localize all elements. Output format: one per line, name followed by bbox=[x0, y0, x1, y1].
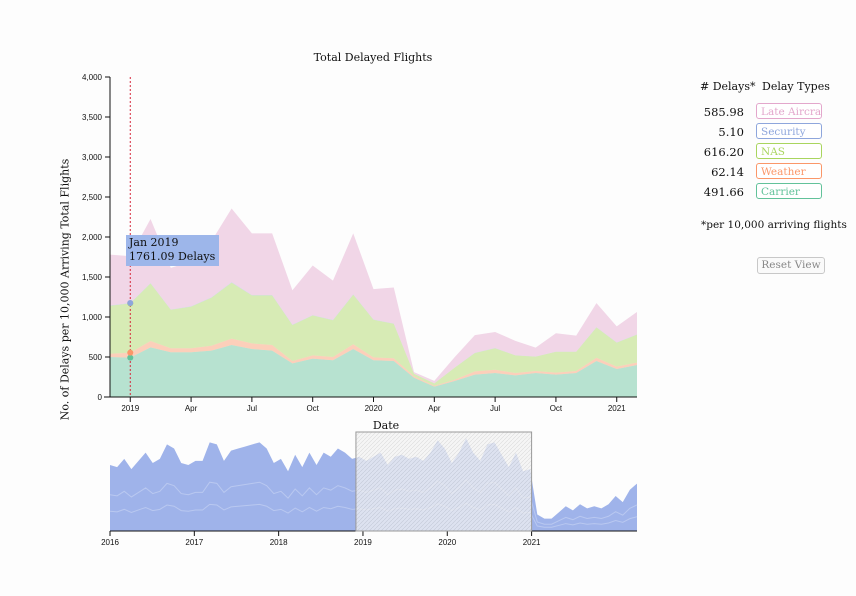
y-tick-label: 4,000 bbox=[82, 73, 103, 82]
x-axis-title: Date bbox=[372, 419, 400, 432]
context-x-tick-label: 2021 bbox=[523, 538, 541, 547]
y-tick-label: 0 bbox=[98, 393, 103, 402]
context-x-tick-label: 2020 bbox=[438, 538, 456, 547]
tooltip-date: Jan 2019 bbox=[129, 236, 179, 249]
hover-tooltip: Jan 2019 1761.09 Delays bbox=[126, 235, 220, 266]
legend-row-late-aircraft: 585.98 Late Aircraft bbox=[696, 103, 836, 121]
x-tick-label: Jul bbox=[490, 404, 500, 413]
x-tick-label: 2019 bbox=[121, 404, 139, 413]
area-late-aircraft bbox=[110, 208, 637, 384]
main-chart-axes: 0 500 1,000 1,500 2,000 2,500 3,000 3,500 4,000 2… bbox=[82, 73, 637, 413]
x-tick-label: 2021 bbox=[608, 404, 626, 413]
toggle-weather-button[interactable]: Weather bbox=[756, 163, 822, 179]
x-tick-label: Apr bbox=[185, 404, 198, 413]
toggle-security-button[interactable]: Security bbox=[756, 123, 822, 139]
legend-row-security: 5.10 Security bbox=[696, 123, 836, 141]
area-carrier bbox=[110, 345, 637, 397]
context-chart-axis: 2016 2017 2018 2019 2020 2021 bbox=[101, 530, 637, 547]
toggle-nas-button[interactable]: NAS bbox=[756, 143, 822, 159]
legend-count: 5.10 bbox=[718, 125, 744, 139]
y-axis-title: No. of Delays per 10,000 Arriving Total … bbox=[58, 158, 72, 421]
legend-footnote: *per 10,000 arriving flights bbox=[701, 219, 847, 231]
x-tick-label: Apr bbox=[428, 404, 441, 413]
legend-type-header: Delay Types bbox=[762, 80, 830, 93]
legend-count: 616.20 bbox=[703, 145, 744, 159]
reset-view-button[interactable]: Reset View bbox=[757, 257, 825, 274]
context-x-tick-label: 2017 bbox=[185, 538, 203, 547]
main-chart-areas bbox=[110, 208, 637, 397]
hover-dot-security bbox=[127, 300, 134, 306]
context-x-tick-label: 2019 bbox=[354, 538, 372, 547]
y-tick-label: 3,000 bbox=[82, 153, 103, 162]
toggle-late-aircraft-button[interactable]: Late Aircraft bbox=[756, 103, 822, 119]
toggle-carrier-button[interactable]: Carrier bbox=[756, 183, 822, 199]
brush-selection[interactable] bbox=[355, 431, 533, 532]
y-tick-label: 2,000 bbox=[82, 233, 103, 242]
x-tick-label: 2020 bbox=[365, 404, 383, 413]
context-x-tick-label: 2018 bbox=[270, 538, 288, 547]
legend-row-carrier: 491.66 Carrier bbox=[696, 183, 836, 201]
y-tick-label: 500 bbox=[89, 353, 103, 362]
y-tick-label: 1,000 bbox=[82, 313, 103, 322]
legend-row-weather: 62.14 Weather bbox=[696, 163, 836, 181]
hover-dot-weather bbox=[127, 349, 134, 356]
legend-count: 585.98 bbox=[703, 105, 744, 119]
context-brush[interactable] bbox=[355, 431, 533, 532]
context-x-tick-label: 2016 bbox=[101, 538, 119, 547]
y-tick-label: 3,500 bbox=[82, 113, 103, 122]
legend-count: 491.66 bbox=[703, 185, 744, 199]
hover-dot-carrier bbox=[127, 354, 134, 361]
tooltip-value: 1761.09 Delays bbox=[129, 250, 216, 263]
x-tick-label: Oct bbox=[306, 404, 319, 413]
x-tick-label: Jul bbox=[247, 404, 257, 413]
legend-count: 62.14 bbox=[711, 165, 744, 179]
y-tick-label: 2,500 bbox=[82, 193, 103, 202]
legend-count-header: # Delays* bbox=[700, 80, 756, 93]
legend-row-nas: 616.20 NAS bbox=[696, 143, 836, 161]
chart-title: Total Delayed Flights bbox=[313, 51, 433, 64]
x-tick-label: Oct bbox=[550, 404, 563, 413]
area-nas bbox=[110, 282, 637, 386]
y-tick-label: 1,500 bbox=[82, 273, 103, 282]
